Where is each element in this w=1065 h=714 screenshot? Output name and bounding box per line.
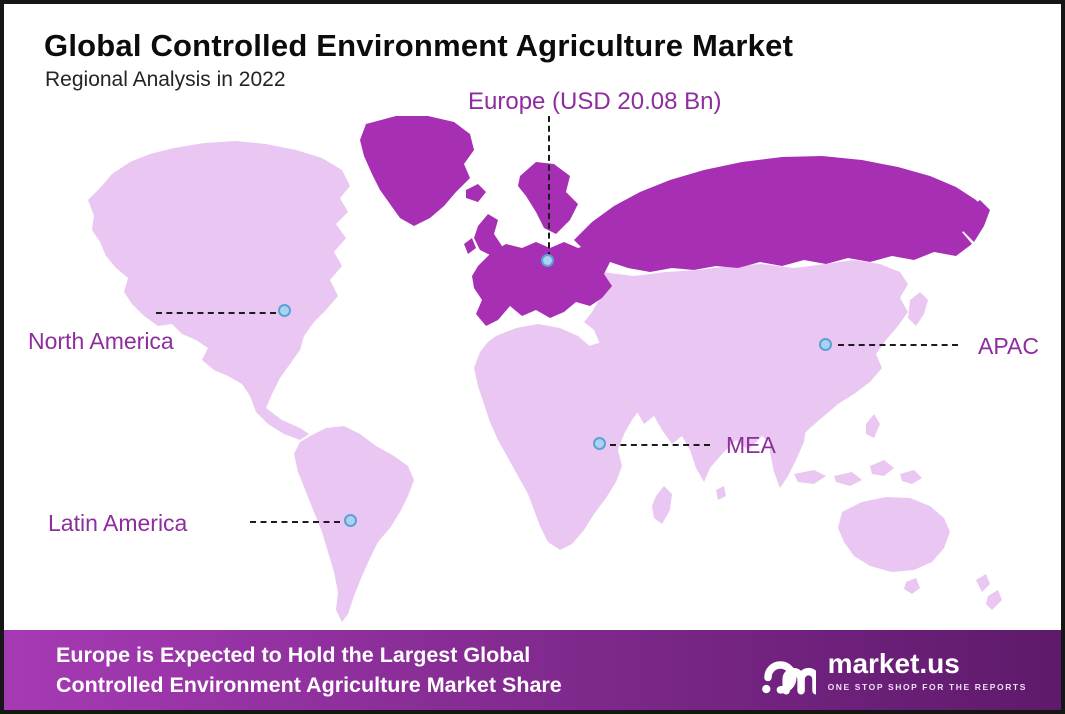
southeast-asia-landmass bbox=[770, 416, 806, 488]
north-america-leader-line bbox=[156, 312, 276, 314]
market-us-logo-icon bbox=[761, 661, 816, 695]
iceland-landmass bbox=[466, 184, 486, 202]
europe-leader-line bbox=[548, 116, 550, 258]
indonesia-island bbox=[834, 472, 862, 486]
greenland-landmass bbox=[360, 116, 474, 226]
kamchatka-landmass bbox=[964, 200, 990, 242]
apac-label: APAC bbox=[978, 333, 1039, 359]
banner-line1: Europe is Expected to Hold the Largest G… bbox=[56, 643, 531, 667]
philippines-island bbox=[866, 414, 880, 438]
banner-line2: Controlled Environment Agriculture Marke… bbox=[56, 673, 562, 697]
logo-brand: market.us bbox=[827, 647, 960, 679]
mea-marker bbox=[593, 437, 606, 450]
banner-text: Europe is Expected to Hold the Largest G… bbox=[56, 640, 562, 700]
australia-landmass bbox=[838, 497, 950, 572]
mea-label: MEA bbox=[726, 432, 776, 458]
sri-lanka-island bbox=[716, 486, 726, 500]
latin-america-marker bbox=[344, 514, 357, 527]
bottom-banner: Europe is Expected to Hold the Largest G… bbox=[4, 630, 1061, 710]
madagascar-landmass bbox=[652, 486, 672, 524]
logo-tagline: ONE STOP SHOP FOR THE REPORTS bbox=[827, 681, 1027, 692]
north-america-label: North America bbox=[28, 328, 174, 354]
mea-leader-line bbox=[610, 444, 710, 446]
europe-callout-label: Europe (USD 20.08 Bn) bbox=[468, 88, 722, 115]
indonesia-island bbox=[794, 470, 826, 484]
apac-marker bbox=[819, 338, 832, 351]
new-zealand-island bbox=[976, 574, 990, 592]
page-subtitle: Regional Analysis in 2022 bbox=[45, 68, 286, 91]
uk-landmass bbox=[474, 214, 502, 256]
new-guinea-island bbox=[870, 460, 894, 476]
highlighted-regions bbox=[360, 116, 990, 326]
page-title: Global Controlled Environment Agricultur… bbox=[44, 28, 794, 63]
north-america-marker bbox=[278, 304, 291, 317]
latin-america-leader-line bbox=[250, 521, 340, 523]
europe-marker bbox=[541, 254, 554, 267]
apac-leader-line bbox=[838, 344, 958, 346]
latin-america-label: Latin America bbox=[48, 510, 188, 536]
island bbox=[900, 470, 922, 484]
europe-landmass bbox=[472, 242, 612, 326]
market-us-logo: market.us ONE STOP SHOP FOR THE REPORTS bbox=[758, 641, 1027, 699]
japan-landmass bbox=[908, 292, 928, 326]
asia-landmass bbox=[584, 260, 908, 482]
light-regions bbox=[88, 141, 1002, 622]
ireland-landmass bbox=[464, 238, 476, 254]
russia-landmass bbox=[574, 156, 988, 272]
tasmania-island bbox=[904, 578, 920, 594]
new-zealand-island bbox=[986, 590, 1002, 610]
world-map bbox=[88, 116, 1002, 622]
north-america-landmass bbox=[88, 141, 350, 440]
logo-text: market.us ONE STOP SHOP FOR THE REPORTS bbox=[827, 647, 1027, 692]
